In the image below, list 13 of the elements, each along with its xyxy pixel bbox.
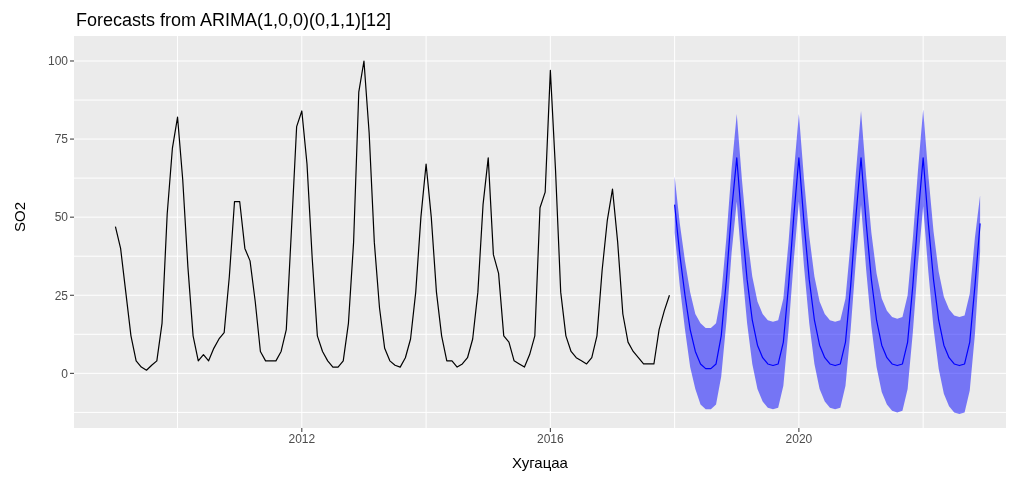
chart-title: Forecasts from ARIMA(1,0,0)(0,1,1)[12] [75,9,393,32]
line-series [674,157,981,370]
x-axis-title: Хугацаа [512,454,569,471]
y-axis-title: SO2 [11,201,29,232]
x-tick-label: 2016 [537,431,565,446]
y-tick-label: 75 [54,132,69,147]
y-tick-label: 100 [47,54,69,69]
x-tick-label: 2012 [288,431,316,446]
y-tick-label: 0 [61,366,69,381]
y-tick-label: 25 [54,288,69,303]
x-tick-label: 2020 [785,431,813,446]
y-tick-label: 50 [54,210,69,225]
line-series [114,60,671,371]
